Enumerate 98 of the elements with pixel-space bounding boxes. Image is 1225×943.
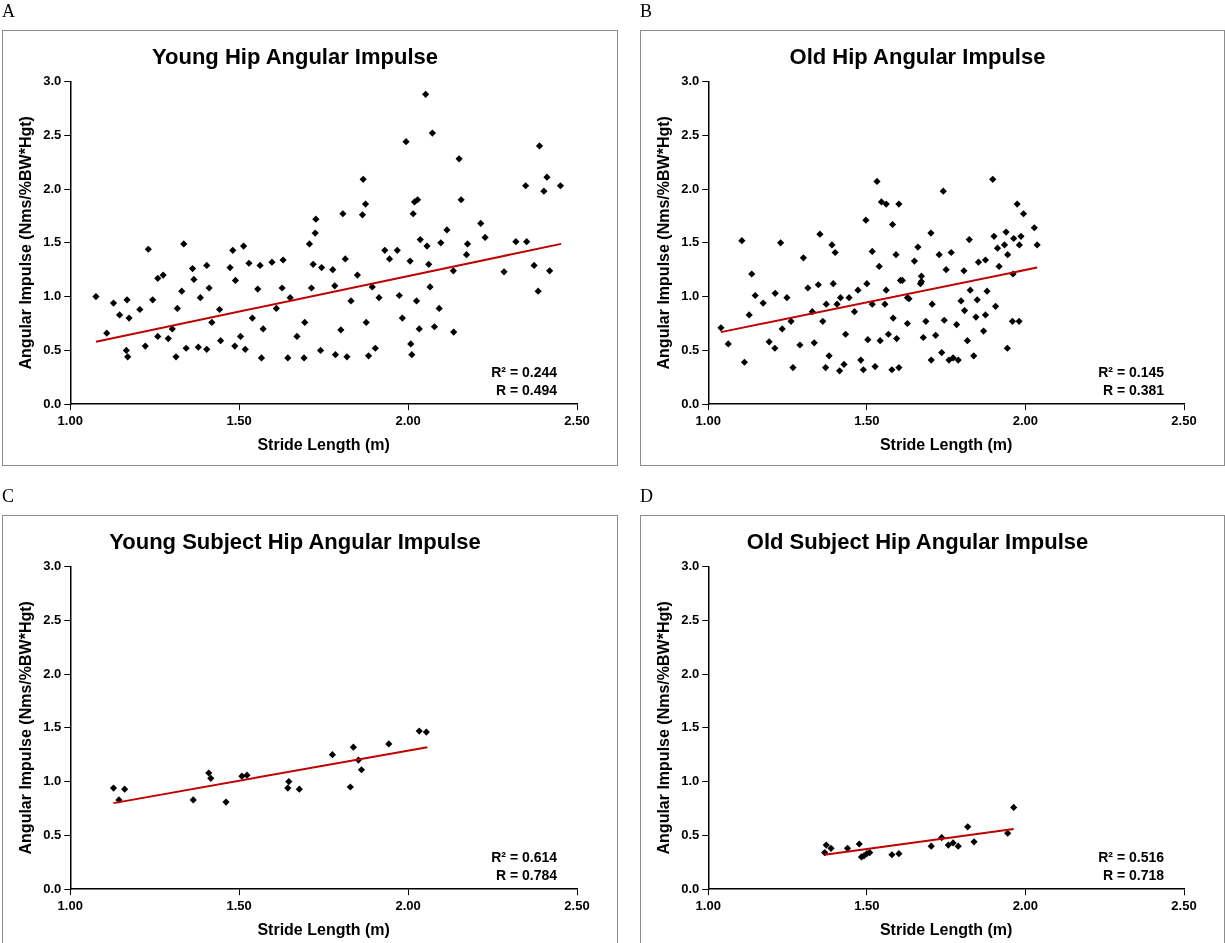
y-tick-label: 0.5 xyxy=(681,341,700,357)
point xyxy=(822,841,830,849)
y-tick-label: 2.0 xyxy=(681,180,700,196)
x-tick-label: 2.00 xyxy=(395,897,421,913)
x-tick-label: 1.00 xyxy=(57,897,83,913)
chart-title: Old Subject Hip Angular Impulse xyxy=(746,529,1089,555)
y-tick-label: 1.0 xyxy=(43,288,62,304)
x-tick-label: 2.50 xyxy=(1171,897,1197,913)
annotation: R² = 0.516 xyxy=(1098,849,1165,866)
point xyxy=(189,796,197,804)
point xyxy=(222,798,230,806)
point xyxy=(415,727,423,735)
x-axis-title: Stride Length (m) xyxy=(879,920,1013,938)
x-axis-title: Stride Length (m) xyxy=(257,435,390,453)
y-tick-label: 0.0 xyxy=(43,395,62,411)
point xyxy=(243,771,251,779)
x-tick-label: 2.00 xyxy=(1012,897,1039,913)
point xyxy=(954,842,962,850)
point xyxy=(121,785,129,793)
y-tick-label: 3.0 xyxy=(681,72,700,88)
x-axis-title: Stride Length (m) xyxy=(879,435,1013,453)
annotation: R² = 0.244 xyxy=(491,364,558,381)
y-tick-label: 2.5 xyxy=(43,611,62,627)
point xyxy=(357,766,366,774)
point xyxy=(827,844,835,852)
y-tick-label: 1.5 xyxy=(681,719,700,735)
x-tick-label: 2.50 xyxy=(564,897,590,913)
point xyxy=(284,784,292,792)
y-tick-label: 1.5 xyxy=(43,719,62,735)
y-tick-label: 2.0 xyxy=(43,665,62,681)
annotation: R = 0.784 xyxy=(495,867,558,884)
point xyxy=(970,838,978,846)
annotation: R = 0.718 xyxy=(1102,867,1165,884)
point xyxy=(346,783,354,791)
x-tick-label: 1.50 xyxy=(854,897,880,913)
y-tick-label: 1.0 xyxy=(681,288,700,304)
point xyxy=(349,743,357,751)
x-tick-label: 1.00 xyxy=(695,412,721,428)
x-axis-title: Stride Length (m) xyxy=(257,920,390,938)
y-tick-label: 1.5 xyxy=(681,234,700,250)
x-tick-label: 1.50 xyxy=(854,412,880,428)
point xyxy=(422,728,430,736)
point xyxy=(207,774,215,782)
x-tick-label: 1.00 xyxy=(695,897,721,913)
chart-title: Old Hip Angular Impulse xyxy=(789,44,1046,70)
x-tick-label: 1.50 xyxy=(226,897,252,913)
y-axis-title: Angular Impulse (Nms/%BW*Hgt) xyxy=(17,601,35,855)
point xyxy=(205,769,213,777)
annotation: R = 0.381 xyxy=(1102,382,1165,399)
x-tick-label: 2.50 xyxy=(1171,412,1197,428)
y-axis-title: Angular Impulse (Nms/%BW*Hgt) xyxy=(17,116,35,370)
annotation: R² = 0.145 xyxy=(1098,364,1165,381)
y-tick-label: 2.0 xyxy=(43,180,62,196)
y-tick-label: 2.5 xyxy=(681,126,700,142)
point xyxy=(895,850,903,858)
chart-title: Young Subject Hip Angular Impulse xyxy=(109,529,481,555)
y-tick-label: 0.0 xyxy=(681,880,700,896)
y-tick-label: 2.5 xyxy=(681,611,700,627)
point xyxy=(385,740,393,748)
y-tick-label: 0.0 xyxy=(43,880,62,896)
y-tick-label: 2.0 xyxy=(681,665,700,681)
y-tick-label: 0.5 xyxy=(43,341,62,357)
point xyxy=(285,778,293,786)
y-tick-label: 0.5 xyxy=(681,826,700,842)
y-tick-label: 0.5 xyxy=(43,826,62,842)
point xyxy=(1010,803,1018,812)
point xyxy=(944,841,952,849)
text: A xyxy=(2,0,15,22)
point xyxy=(927,842,935,850)
point xyxy=(295,785,303,793)
point xyxy=(328,751,337,759)
x-tick-label: 1.00 xyxy=(57,412,83,428)
y-axis-title: Angular Impulse (Nms/%BW*Hgt) xyxy=(655,601,673,855)
annotation: R² = 0.614 xyxy=(491,849,558,866)
y-tick-label: 3.0 xyxy=(681,557,700,573)
point xyxy=(109,784,118,792)
chart-title: Young Hip Angular Impulse xyxy=(152,44,438,70)
y-tick-label: 1.0 xyxy=(43,773,62,789)
point xyxy=(949,839,957,847)
y-tick-label: 1.0 xyxy=(681,773,700,789)
x-tick-label: 1.50 xyxy=(226,412,252,428)
y-tick-label: 0.0 xyxy=(681,395,700,411)
text: B xyxy=(640,0,653,22)
point xyxy=(888,851,896,859)
text: C xyxy=(2,485,15,507)
point xyxy=(1004,829,1012,837)
point xyxy=(855,840,863,848)
x-tick-label: 2.50 xyxy=(564,412,590,428)
text: D xyxy=(640,485,653,507)
y-tick-label: 3.0 xyxy=(43,72,62,88)
annotation: R = 0.494 xyxy=(495,382,558,399)
point xyxy=(964,823,972,831)
y-axis-title: Angular Impulse (Nms/%BW*Hgt) xyxy=(655,116,673,370)
x-tick-label: 2.00 xyxy=(395,412,421,428)
y-tick-label: 1.5 xyxy=(43,234,62,250)
x-tick-label: 2.00 xyxy=(1012,412,1039,428)
y-tick-label: 3.0 xyxy=(43,557,62,573)
y-tick-label: 2.5 xyxy=(43,126,62,142)
